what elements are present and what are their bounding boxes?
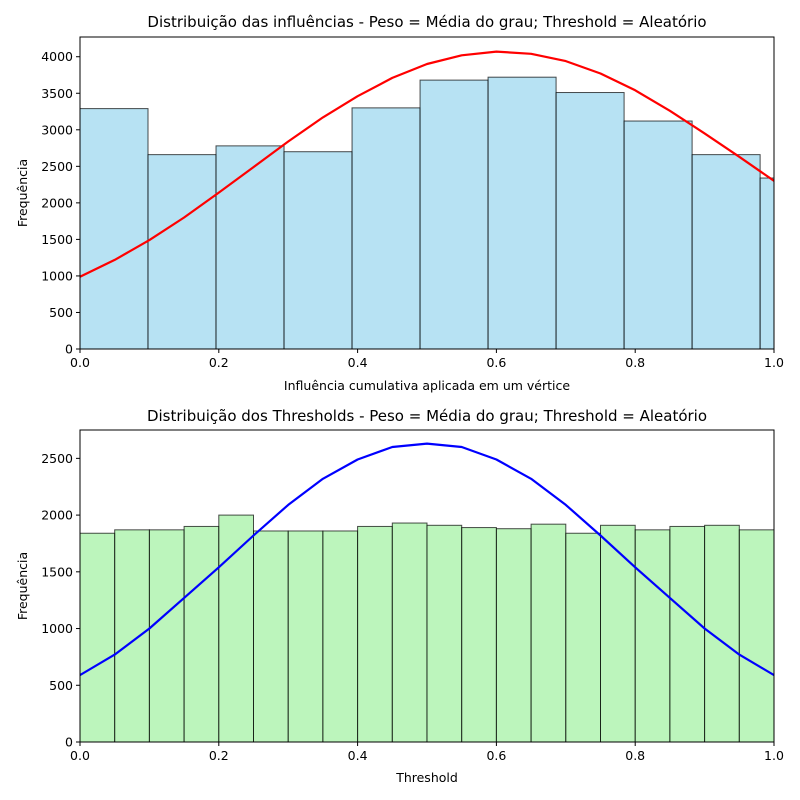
histogram-bar bbox=[495, 528, 532, 743]
histogram-bar bbox=[215, 145, 285, 350]
histogram-bar bbox=[322, 530, 359, 743]
histogram-bar bbox=[357, 525, 393, 743]
histogram-bar bbox=[283, 151, 353, 350]
histogram-bar bbox=[114, 529, 150, 743]
histogram-bar bbox=[565, 532, 601, 743]
y-tick-label: 2500 bbox=[41, 451, 73, 466]
histogram-bar bbox=[738, 529, 775, 743]
y-tick-label: 500 bbox=[49, 678, 73, 693]
density-curve bbox=[80, 442, 774, 677]
x-tick-label: 0.2 bbox=[209, 748, 229, 763]
y-tick-label: 1500 bbox=[41, 564, 73, 579]
histogram-bar bbox=[487, 76, 557, 350]
y-tick-label: 0 bbox=[65, 735, 73, 750]
histogram-bar bbox=[691, 154, 761, 350]
histogram-bar bbox=[419, 79, 489, 350]
x-axis-label: Threshold bbox=[395, 770, 458, 785]
y-tick-label: 500 bbox=[49, 305, 73, 320]
histogram-bar bbox=[147, 154, 217, 350]
y-axis-label: Frequência bbox=[15, 552, 30, 620]
x-tick-label: 0.0 bbox=[70, 748, 90, 763]
histogram-bar bbox=[530, 523, 567, 743]
x-tick-label: 0.2 bbox=[209, 355, 229, 370]
histogram-bar bbox=[759, 177, 775, 350]
axes-frame bbox=[79, 429, 775, 743]
x-tick-label: 0.6 bbox=[486, 748, 506, 763]
chart-thresholds: Distribuição dos Thresholds - Peso = Méd… bbox=[15, 407, 784, 785]
y-tick-label: 2000 bbox=[41, 195, 73, 210]
x-tick-label: 0.8 bbox=[625, 748, 645, 763]
y-tick-label: 4000 bbox=[41, 49, 73, 64]
histogram-bar bbox=[634, 529, 671, 743]
density-curve bbox=[80, 50, 774, 278]
histogram-bar bbox=[218, 514, 255, 743]
x-tick-label: 0.8 bbox=[625, 355, 645, 370]
y-tick-label: 1500 bbox=[41, 232, 73, 247]
histogram-bar bbox=[253, 530, 289, 743]
histogram-bar bbox=[391, 522, 428, 743]
x-axis-label: Influência cumulativa aplicada em um vér… bbox=[284, 378, 570, 393]
y-tick-label: 2000 bbox=[41, 508, 73, 523]
histogram-bar bbox=[148, 529, 185, 743]
histogram-bar bbox=[623, 120, 693, 350]
y-tick-label: 2500 bbox=[41, 159, 73, 174]
x-tick-label: 0.4 bbox=[348, 355, 368, 370]
histogram-bar bbox=[461, 527, 497, 743]
x-tick-label: 0.6 bbox=[486, 355, 506, 370]
histogram-bar bbox=[351, 107, 421, 350]
y-tick-label: 1000 bbox=[41, 268, 73, 283]
y-tick-label: 1000 bbox=[41, 621, 73, 636]
histogram-bar bbox=[79, 532, 116, 743]
histogram-bar bbox=[183, 525, 220, 743]
y-tick-label: 0 bbox=[65, 342, 73, 357]
x-tick-label: 0.0 bbox=[70, 355, 90, 370]
histogram-bar bbox=[555, 92, 625, 350]
y-tick-label: 3000 bbox=[41, 122, 73, 137]
y-axis-label: Frequência bbox=[15, 159, 30, 227]
chart-influences: Distribuição das influências - Peso = Mé… bbox=[15, 13, 784, 393]
histogram-bar bbox=[669, 525, 706, 743]
axes-frame bbox=[79, 36, 775, 350]
histogram-bar bbox=[287, 530, 324, 743]
chart-title: Distribuição dos Thresholds - Peso = Méd… bbox=[147, 407, 707, 425]
histogram-bar bbox=[600, 524, 636, 743]
histogram-bar bbox=[426, 524, 463, 743]
chart-title: Distribuição das influências - Peso = Mé… bbox=[147, 13, 706, 31]
x-tick-label: 1.0 bbox=[764, 748, 784, 763]
x-tick-label: 0.4 bbox=[348, 748, 368, 763]
y-tick-label: 3500 bbox=[41, 86, 73, 101]
x-tick-label: 1.0 bbox=[764, 355, 784, 370]
histogram-bar bbox=[79, 108, 149, 350]
